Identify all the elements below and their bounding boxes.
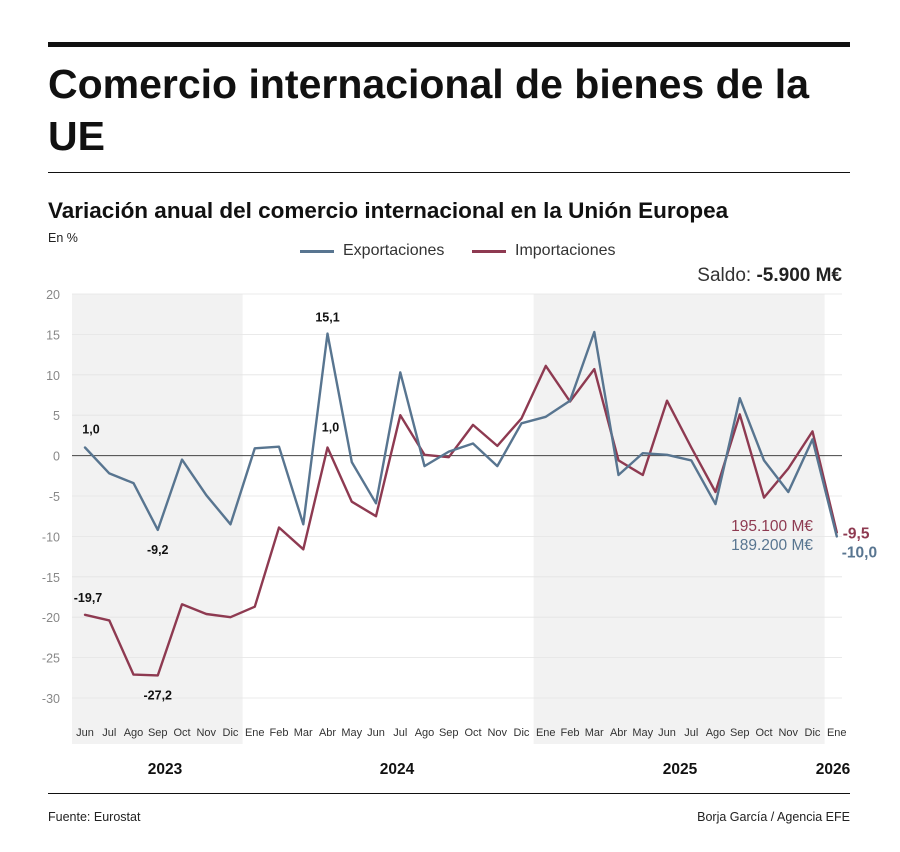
data-label: -9,2 (147, 543, 169, 557)
x-tick-label: Ago (415, 727, 435, 739)
x-tick-label: Sep (148, 727, 168, 739)
legend-label-exportaciones: Exportaciones (343, 242, 445, 259)
top-rule (48, 42, 850, 47)
x-tick-label: Dic (514, 727, 530, 739)
chart-legend: Exportaciones Importaciones (0, 242, 900, 264)
title-divider (48, 172, 850, 173)
year-label: 2026 (816, 761, 851, 778)
unit-label: En % (48, 231, 78, 245)
x-tick-label: Sep (730, 727, 750, 739)
legend-item-importaciones: Importaciones (472, 242, 616, 260)
data-label: 15,1 (315, 311, 339, 325)
x-tick-label: Oct (464, 727, 481, 739)
x-tick-label: May (341, 727, 362, 739)
y-tick-label: -15 (42, 571, 60, 585)
x-tick-label: Ene (536, 727, 556, 739)
y-tick-label: -25 (42, 652, 60, 666)
x-tick-label: Nov (196, 727, 216, 739)
year-label: 2023 (148, 761, 183, 778)
line-chart: 20 15 10 5 0 -5 -10 -15 -20 -25 -30 Jun Jul Ago Sep Oct… (42, 288, 877, 778)
x-tick-label: Oct (173, 727, 190, 739)
x-tick-label: Abr (319, 727, 336, 739)
y-tick-label: -10 (42, 530, 60, 544)
x-tick-label: Ago (706, 727, 726, 739)
y-tick-label: 5 (53, 409, 60, 423)
data-label: -19,7 (74, 591, 103, 605)
x-tick-label: Jun (658, 727, 676, 739)
x-tick-label: Mar (294, 727, 313, 739)
y-tick-label: -30 (42, 692, 60, 706)
year-label: 2025 (663, 761, 698, 778)
credit-note: Borja García / Agencia EFE (697, 810, 850, 824)
x-tick-label: Nov (487, 727, 507, 739)
data-label: 1,0 (322, 421, 339, 435)
x-tick-label: Ene (245, 727, 265, 739)
saldo-value: -5.900 M€ (756, 265, 842, 286)
legend-item-exportaciones: Exportaciones (300, 242, 444, 260)
page-title: Comercio internacional de bienes de la U… (48, 61, 810, 159)
y-tick-label: -5 (49, 490, 60, 504)
saldo-readout: Saldo: -5.900 M€ (697, 265, 842, 287)
y-tick-label: 0 (53, 450, 60, 464)
x-tick-label: Dic (805, 727, 821, 739)
year-label: 2024 (380, 761, 415, 778)
x-tick-label: Ene (827, 727, 847, 739)
y-tick-label: -20 (42, 611, 60, 625)
x-tick-label: Jul (684, 727, 698, 739)
x-tick-label: Nov (778, 727, 798, 739)
x-tick-label: Sep (439, 727, 459, 739)
data-label: -27,2 (144, 688, 173, 702)
footer-divider (48, 793, 850, 794)
shaded-period-2023 (72, 294, 243, 744)
series-line-importaciones (83, 364, 838, 677)
data-label: 1,0 (82, 423, 99, 437)
chart-subtitle: Variación anual del comercio internacion… (48, 198, 729, 223)
data-label: -9,5 (843, 525, 870, 542)
legend-swatch-exportaciones (300, 249, 334, 253)
x-tick-label: Ago (124, 727, 144, 739)
source-note: Fuente: Eurostat (48, 810, 141, 824)
legend-swatch-importaciones (472, 249, 506, 253)
y-tick-label: 20 (46, 288, 60, 302)
x-tick-label: Mar (585, 727, 604, 739)
x-tick-label: Jun (367, 727, 385, 739)
x-tick-label: May (632, 727, 653, 739)
x-tick-label: Jun (76, 727, 94, 739)
saldo-label: Saldo: (697, 265, 752, 286)
y-tick-label: 15 (46, 328, 60, 342)
x-tick-label: Oct (755, 727, 772, 739)
x-tick-label: Feb (561, 727, 580, 739)
x-tick-label: Jul (393, 727, 407, 739)
x-tick-label: Dic (223, 727, 239, 739)
legend-label-importaciones: Importaciones (515, 242, 616, 259)
x-tick-label: Abr (610, 727, 627, 739)
end-amount-exportaciones: 189.200 M€ (731, 537, 813, 554)
x-tick-label: Jul (102, 727, 116, 739)
y-tick-label: 10 (46, 369, 60, 383)
series-line-exportaciones (83, 330, 838, 538)
x-tick-label: Feb (270, 727, 289, 739)
data-label: -10,0 (842, 544, 877, 561)
end-amount-importaciones: 195.100 M€ (731, 518, 813, 535)
